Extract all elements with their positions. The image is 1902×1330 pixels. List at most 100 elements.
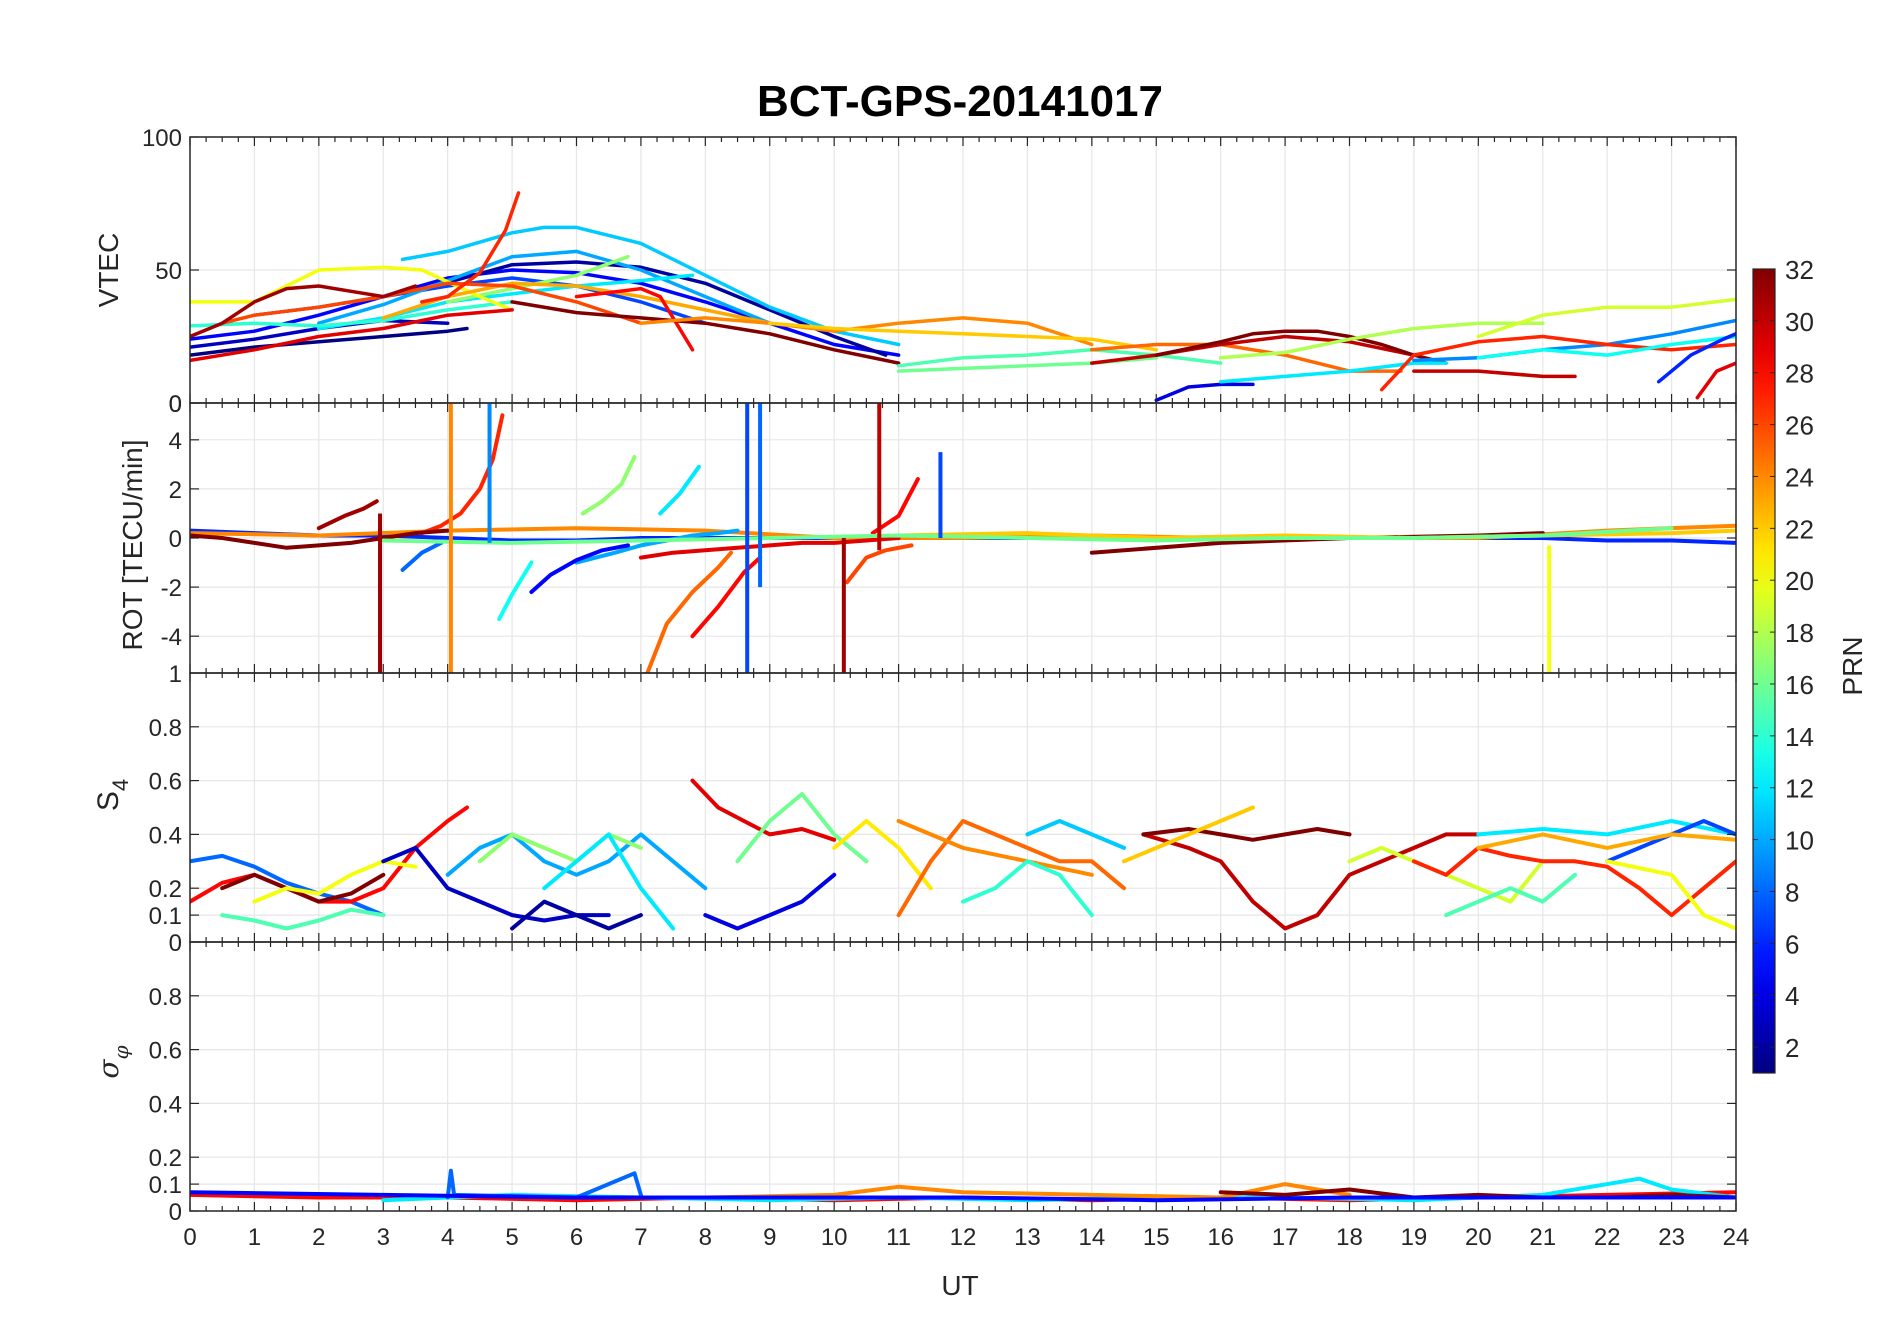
colorbar-tick-label: 6 <box>1785 929 1799 959</box>
x-tick-label: 7 <box>634 1224 647 1251</box>
s4-series-prn-17-8 <box>477 832 643 864</box>
vtec-series-prn-10-5 <box>317 249 772 325</box>
s4-series-prn-11-17 <box>1025 819 1126 850</box>
rot-series-prn-31-14 <box>316 499 379 531</box>
s4-ylabel: S4 <box>92 779 133 811</box>
vtec-series-prn-32-24 <box>1154 329 1448 365</box>
x-tick-label: 5 <box>505 1224 518 1251</box>
rot-series-prn-27-2 <box>419 413 505 536</box>
s4-series-prn-32-19 <box>1141 827 1352 842</box>
vtec-series-prn-11-6 <box>400 225 901 347</box>
vtec-series-prn-4-25 <box>1154 382 1255 403</box>
vtec-ylabel: VTEC <box>93 233 124 308</box>
x-tick-label: 16 <box>1207 1224 1234 1251</box>
colorbar-tick-label: 14 <box>1785 722 1814 752</box>
vtec-series-prn-22-19 <box>768 321 1159 352</box>
sigma_phi-series-prn-5-5 <box>190 1190 1736 1203</box>
rot-ytick-label: 0 <box>169 526 182 553</box>
vtec-series-prn-19-30 <box>1476 297 1736 339</box>
rot-ytick-label: 2 <box>169 477 182 504</box>
vtec-series-prn-6-33 <box>1656 332 1736 384</box>
vtec-series-prn-14-8 <box>190 300 514 328</box>
colorbar-tick-label: 24 <box>1785 462 1814 492</box>
s4-panel: 00.10.2 0.4 0.6 0.8 1 <box>149 661 1737 957</box>
s4-series-prn-23-27 <box>1476 832 1736 850</box>
vtec-series-prn-24-18 <box>639 316 1094 347</box>
vtec-series-prn-12-26 <box>1218 361 1448 384</box>
rot-series-prn-28-4 <box>690 555 763 639</box>
colorbar-tick-label: 30 <box>1785 307 1814 337</box>
sigma_phi-ytick-label: 0.8 <box>149 984 182 1011</box>
x-tick-label: 6 <box>570 1224 583 1251</box>
x-tick-label: 22 <box>1594 1224 1621 1251</box>
vtec-series-prn-29-17 <box>190 308 514 363</box>
s4-series-prn-29-10 <box>690 778 837 842</box>
colorbar-tick-label: 16 <box>1785 670 1814 700</box>
x-tick-label: 21 <box>1529 1224 1556 1251</box>
vtec-series-prn-32-16 <box>510 300 901 365</box>
sigma_phi-ytick-label: 0.4 <box>149 1091 182 1118</box>
vtec-series-prn-5-2 <box>190 268 901 357</box>
s4-series-prn-32-2 <box>220 872 386 904</box>
vtec-series-prn-30-32 <box>1412 369 1577 379</box>
sigma_phi-ytick-label: 0.1 <box>149 1172 182 1199</box>
s4-ytick-label: 0.1 <box>149 903 182 930</box>
x-tick-label: 17 <box>1272 1224 1299 1251</box>
s4-series-prn-28-1 <box>190 805 469 904</box>
x-axis-label: UT <box>941 1270 978 1301</box>
vtec-series-prn-30-23 <box>1090 334 1416 365</box>
rot-ylabel: ROT [TECU/min] <box>117 439 148 650</box>
x-tick-label: 4 <box>441 1224 454 1251</box>
vtec-series-prn-28-14 <box>574 286 695 352</box>
s4-series-prn-25-14 <box>896 819 1126 918</box>
s4-ytick-label: 0.6 <box>149 769 182 796</box>
x-tick-label: 10 <box>821 1224 848 1251</box>
vtec-series-prn-9-28 <box>1412 318 1736 363</box>
vtec-series-prn-26-12 <box>220 281 643 325</box>
colorbar-tick-label: 4 <box>1785 981 1799 1011</box>
s4-ytick-label: 0.8 <box>149 715 182 742</box>
colorbar-tick-label: 28 <box>1785 359 1814 389</box>
x-tick-label: 18 <box>1336 1224 1363 1251</box>
rot-series-prn-32-13 <box>190 528 450 550</box>
chart-title: BCT-GPS-20141017 <box>757 77 1163 126</box>
s4-series-prn-24-15 <box>896 819 1094 877</box>
vtec-series-prn-31-15 <box>190 284 418 339</box>
colorbar-tick-label: 26 <box>1785 411 1814 441</box>
x-tick-label: 14 <box>1078 1224 1105 1251</box>
vtec-ytick-label: 0 <box>169 391 182 418</box>
x-tick-label: 15 <box>1143 1224 1170 1251</box>
sigma_phi-ytick-label: 0.6 <box>149 1038 182 1065</box>
x-tick-label: 1 <box>248 1224 261 1251</box>
vtec-series-prn-27-29 <box>1379 334 1736 392</box>
colorbar-tick-label: 32 <box>1785 255 1814 285</box>
s4-series-prn-16-12 <box>735 792 869 864</box>
s4-ytick-label: 0.2 <box>149 876 182 903</box>
vtec-series-prn-29-34 <box>1695 361 1736 400</box>
colorbar-tick-label: 2 <box>1785 1033 1799 1063</box>
x-tick-label: 2 <box>312 1224 325 1251</box>
s4-series-prn-22-20 <box>1122 805 1255 864</box>
rot-series-prn-16-18 <box>381 526 1674 545</box>
x-tick-label: 11 <box>886 1224 911 1251</box>
sigma_phi-ytick-label: 0.2 <box>149 1145 182 1172</box>
vtec-series-prn-1-0 <box>190 326 469 357</box>
rot-series-prn-26-5 <box>845 543 914 585</box>
s4-series-prn-21-13 <box>832 819 933 891</box>
x-tick-label: 9 <box>763 1224 776 1251</box>
x-tick-label: 20 <box>1465 1224 1492 1251</box>
x-tick-label: 19 <box>1401 1224 1428 1251</box>
vtec-ytick-label: 100 <box>142 125 182 152</box>
s4-series-prn-27-23 <box>1411 845 1736 918</box>
vtec-series-prn-27-13 <box>420 191 521 304</box>
colorbar-tick-label: 20 <box>1785 566 1814 596</box>
colorbar-tick-label: 12 <box>1785 774 1814 804</box>
s4-series-prn-15-4 <box>220 907 386 931</box>
rot-series-prn-17-7 <box>580 455 637 516</box>
s4-series-prn-20-3 <box>252 859 418 904</box>
colorbar-gradient <box>1752 268 1776 1074</box>
x-tick-label: 12 <box>950 1224 977 1251</box>
x-tick-label: 3 <box>377 1224 390 1251</box>
x-tick-label: 8 <box>699 1224 712 1251</box>
